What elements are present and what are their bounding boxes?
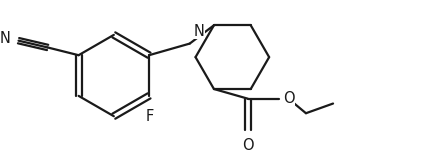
Text: N: N (0, 31, 11, 46)
Text: O: O (242, 138, 254, 153)
Text: O: O (283, 91, 295, 106)
Text: N: N (194, 24, 204, 39)
Text: F: F (146, 110, 154, 124)
